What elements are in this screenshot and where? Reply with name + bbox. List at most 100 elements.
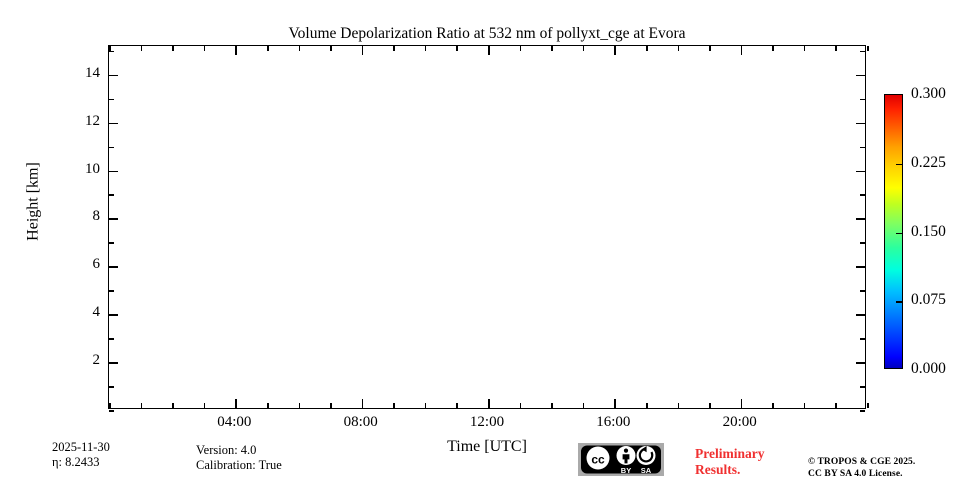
x-major-tick: [235, 399, 237, 408]
copyright-line-2: CC BY SA 4.0 License.: [808, 468, 903, 479]
y-tick-label: 4: [92, 304, 101, 321]
y-major-tick: [109, 314, 118, 316]
colorbar-tick-label: 0.300: [911, 85, 946, 102]
y-axis-label: Height [km]: [24, 162, 42, 241]
x-tick-label: 16:00: [596, 414, 631, 430]
x-tick-label: 04:00: [217, 414, 252, 430]
x-minor-tick: [835, 403, 837, 408]
footer-version: Version: 4.0: [196, 443, 257, 457]
svg-text:BY: BY: [621, 466, 631, 475]
y-tick-label: 2: [92, 352, 101, 369]
x-minor-tick: [551, 403, 553, 408]
x-tick-label: 12:00: [469, 414, 505, 430]
y-minor-tick-right: [860, 194, 865, 197]
y-minor-tick-right: [860, 50, 865, 53]
x-minor-tick-top: [424, 46, 427, 51]
footer-eta-value: η: 8.2433: [52, 455, 100, 469]
x-minor-tick: [109, 403, 111, 408]
x-major-tick: [488, 399, 490, 408]
colorbar-tick-label: 0.150: [911, 222, 946, 240]
y-minor-tick-right: [860, 386, 865, 388]
colorbar-tick: [896, 232, 902, 234]
colorbar-tick-label: 0.225: [911, 153, 946, 171]
x-minor-tick: [519, 403, 522, 408]
x-minor-tick: [867, 403, 869, 408]
colorbar-tick: [896, 163, 902, 166]
y-minor-tick: [109, 194, 114, 197]
preliminary-results-notice: Preliminary Results.: [695, 446, 764, 477]
y-major-tick-right: [856, 266, 865, 268]
x-minor-tick-top: [393, 46, 395, 51]
x-minor-tick-top: [835, 46, 837, 51]
colorbar-tick: [896, 301, 902, 303]
x-minor-tick-top: [582, 46, 585, 51]
x-tick-label: 08:00: [343, 414, 378, 430]
preliminary-line-2: Results.: [695, 461, 741, 477]
x-minor-tick-top: [203, 46, 206, 51]
y-tick-label: 12: [85, 112, 100, 129]
y-minor-tick: [109, 98, 114, 101]
x-minor-tick-top: [456, 46, 458, 51]
y-minor-tick: [109, 410, 114, 412]
y-major-tick-right: [856, 218, 865, 220]
x-minor-tick-top: [677, 46, 680, 51]
x-minor-tick-top: [867, 46, 869, 51]
x-major-tick: [361, 399, 364, 408]
preliminary-line-1: Preliminary: [695, 446, 765, 461]
y-major-tick: [109, 74, 118, 77]
x-minor-tick-top: [298, 46, 301, 51]
x-major-tick-top: [361, 46, 364, 55]
colorbar-tick-label: 0.075: [911, 291, 946, 309]
copyright-notice: © TROPOS & CGE 2025. CC BY SA 4.0 Licens…: [808, 457, 915, 480]
x-minor-tick: [203, 403, 206, 408]
x-minor-tick: [772, 403, 774, 408]
x-minor-tick-top: [803, 46, 806, 51]
footer-date: 2025-11-30: [52, 440, 110, 454]
y-minor-tick: [109, 386, 114, 388]
x-major-tick-top: [488, 46, 490, 55]
y-minor-tick-right: [860, 410, 865, 412]
y-minor-tick: [109, 50, 114, 53]
x-minor-tick-top: [519, 46, 522, 51]
y-minor-tick-right: [860, 98, 865, 101]
x-tick-label: 20:00: [722, 414, 757, 430]
x-major-tick: [740, 399, 743, 408]
y-minor-tick-right: [860, 242, 865, 244]
x-minor-tick: [424, 403, 427, 408]
copyright-line-1: © TROPOS & CGE 2025.: [808, 457, 916, 467]
x-minor-tick-top: [266, 46, 269, 51]
x-minor-tick-top: [330, 46, 332, 51]
y-major-tick: [109, 122, 118, 125]
svg-text:SA: SA: [641, 466, 652, 475]
plot-data-area: [109, 46, 865, 408]
svg-text:cc: cc: [591, 453, 605, 467]
x-minor-tick: [266, 403, 269, 408]
x-minor-tick-top: [172, 46, 174, 51]
x-minor-tick: [172, 403, 174, 408]
x-minor-tick-top: [551, 46, 553, 51]
y-tick-label: 10: [85, 160, 100, 177]
y-major-tick-right: [856, 74, 865, 77]
x-minor-tick: [298, 403, 301, 408]
y-major-tick-right: [856, 122, 865, 125]
page-title: Volume Depolarization Ratio at 532 nm of…: [288, 25, 686, 42]
y-tick-label: 8: [92, 208, 101, 225]
y-minor-tick: [109, 338, 114, 340]
footer-calibration: Calibration: True: [196, 458, 282, 472]
colorbar: [884, 94, 903, 369]
cc-badge-icon: cc BY SA: [578, 443, 664, 476]
y-major-tick-right: [856, 170, 865, 173]
x-minor-tick: [330, 403, 332, 408]
y-minor-tick-right: [860, 146, 865, 149]
x-major-tick-top: [235, 46, 237, 55]
y-minor-tick-right: [860, 290, 865, 292]
y-minor-tick: [109, 242, 114, 244]
x-major-tick-top: [614, 46, 616, 55]
y-tick-label: 14: [85, 64, 100, 81]
x-minor-tick-top: [140, 46, 143, 51]
y-major-tick: [109, 266, 118, 268]
x-axis-label: Time [UTC]: [447, 438, 527, 455]
y-major-tick: [109, 218, 118, 220]
y-minor-tick: [109, 290, 114, 292]
